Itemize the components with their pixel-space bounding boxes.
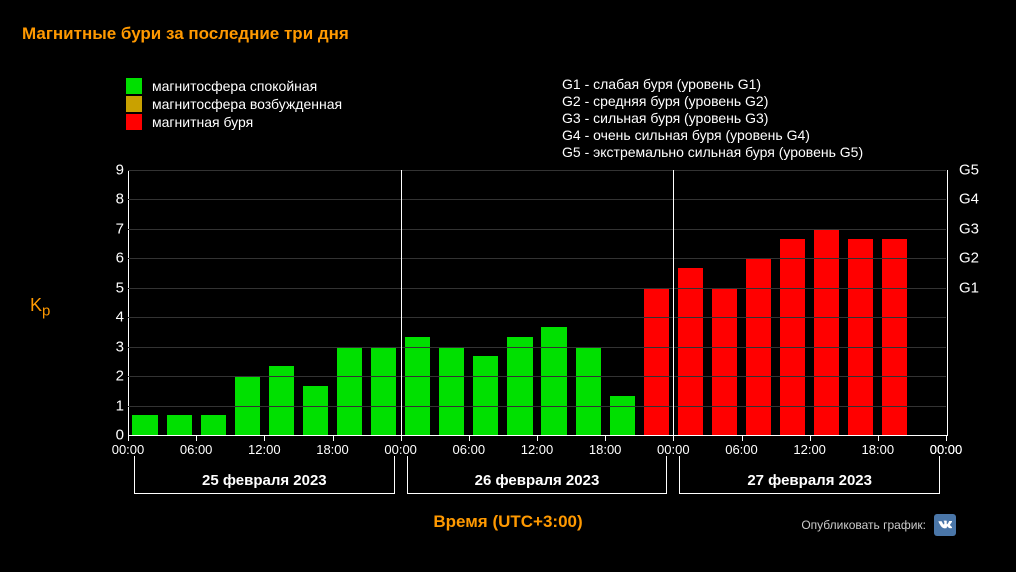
bar (541, 327, 566, 435)
x-tick-mark (605, 435, 606, 441)
gridline (128, 258, 946, 259)
publish-label: Опубликовать график: (801, 518, 926, 532)
x-tick-mark (333, 435, 334, 441)
g-tick: G1 (959, 279, 979, 296)
bar (337, 347, 362, 435)
page: Магнитные бури за последние три дня магн… (0, 0, 1016, 572)
g-tick: G5 (959, 162, 979, 179)
x-tick-mark (196, 435, 197, 441)
x-tick: 00:00 (930, 442, 963, 457)
bar (132, 415, 157, 435)
bar (303, 386, 328, 435)
g-tick: G3 (959, 220, 979, 237)
x-tick-mark (742, 435, 743, 441)
x-tick-mark (537, 435, 538, 441)
bar (712, 288, 737, 435)
bar (167, 415, 192, 435)
kp-chart: G1G2G3G4G5 0123456789 (68, 170, 946, 435)
x-tick: 12:00 (521, 442, 554, 457)
legend-swatch (126, 96, 142, 112)
y-tick: 6 (104, 250, 124, 267)
gridline (128, 317, 946, 318)
y-tick: 1 (104, 397, 124, 414)
x-tick: 18:00 (589, 442, 622, 457)
bars-layer (128, 170, 946, 435)
x-tick: 06:00 (725, 442, 758, 457)
gridline (128, 229, 946, 230)
date-box: 25 февраля 2023 (134, 468, 395, 494)
gridline (128, 347, 946, 348)
x-tick: 12:00 (793, 442, 826, 457)
bar (201, 415, 226, 435)
bar (814, 229, 839, 435)
g-tick: G2 (959, 250, 979, 267)
x-tick: 18:00 (316, 442, 349, 457)
gscale-line: G5 - экстремально сильная буря (уровень … (562, 144, 863, 161)
y-tick: 9 (104, 162, 124, 179)
bar (576, 347, 601, 435)
bar (439, 347, 464, 435)
gridline (128, 288, 946, 289)
g-tick: G4 (959, 191, 979, 208)
x-tick: 06:00 (180, 442, 213, 457)
x-tick-mark (673, 435, 674, 441)
bar (371, 347, 396, 435)
x-tick: 06:00 (453, 442, 486, 457)
x-tick-mark (810, 435, 811, 441)
x-tick: 00:00 (657, 442, 690, 457)
y-tick: 4 (104, 309, 124, 326)
gscale-line: G4 - очень сильная буря (уровень G4) (562, 127, 863, 144)
gridline (128, 376, 946, 377)
legend-item: магнитосфера спокойная (126, 78, 342, 94)
g-scale-legend: G1 - слабая буря (уровень G1)G2 - средня… (562, 76, 863, 161)
gridline (128, 199, 946, 200)
y-tick: 7 (104, 220, 124, 237)
page-title: Магнитные бури за последние три дня (22, 24, 349, 44)
legend-label: магнитосфера спокойная (152, 78, 317, 94)
bar (610, 396, 635, 435)
publish-row: Опубликовать график: (801, 514, 956, 536)
x-tick-mark (401, 435, 402, 441)
x-tick: 00:00 (384, 442, 417, 457)
legend-item: магнитная буря (126, 114, 342, 130)
bar (405, 337, 430, 435)
y-tick: 5 (104, 279, 124, 296)
legend: магнитосфера спокойная магнитосфера возбу… (126, 78, 342, 132)
date-box: 26 февраля 2023 (407, 468, 668, 494)
legend-item: магнитосфера возбужденная (126, 96, 342, 112)
day-separator (673, 170, 674, 435)
gscale-line: G3 - сильная буря (уровень G3) (562, 110, 863, 127)
legend-swatch (126, 78, 142, 94)
x-axis: 00:00 06:00 12:00 18:00 00:00 06:00 12:00 18:00… (128, 438, 946, 458)
legend-swatch (126, 114, 142, 130)
x-tick-mark (878, 435, 879, 441)
gridline (128, 170, 946, 171)
x-tick-mark (946, 435, 947, 441)
day-separator (401, 170, 402, 435)
x-tick: 18:00 (862, 442, 895, 457)
x-tick-mark (469, 435, 470, 441)
bar (644, 288, 669, 435)
y-axis-label: Kp (30, 295, 50, 320)
x-tick-mark (264, 435, 265, 441)
bar (507, 337, 532, 435)
x-tick: 12:00 (248, 442, 281, 457)
x-tick-mark (128, 435, 129, 441)
gridline (128, 406, 946, 407)
legend-label: магнитная буря (152, 114, 253, 130)
gscale-line: G1 - слабая буря (уровень G1) (562, 76, 863, 93)
legend-label: магнитосфера возбужденная (152, 96, 342, 112)
y-tick: 2 (104, 368, 124, 385)
bar (678, 268, 703, 435)
bar (473, 356, 498, 435)
y-tick: 3 (104, 338, 124, 355)
date-box: 27 февраля 2023 (679, 468, 940, 494)
y-tick: 0 (104, 427, 124, 444)
x-tick: 00:00 (112, 442, 145, 457)
vk-icon[interactable] (934, 514, 956, 536)
y-tick: 8 (104, 191, 124, 208)
gscale-line: G2 - средняя буря (уровень G2) (562, 93, 863, 110)
